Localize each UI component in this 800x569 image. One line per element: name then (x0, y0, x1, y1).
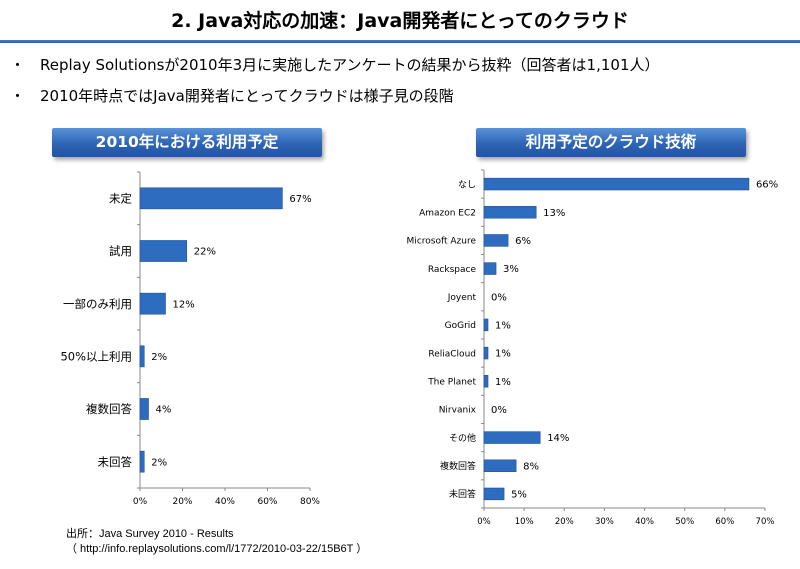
category-label: 複数回答 (440, 460, 476, 472)
x-tick-label: 30% (595, 517, 614, 527)
value-label: 13% (543, 208, 565, 219)
chart-usage-plan: 未定 67% 試用 22% 一部のみ利用 12% 50%以上利用 2% 複数回答 4% 未回答 2% 0… (60, 171, 320, 507)
category-label: 未回答 (449, 488, 476, 500)
value-label: 67% (289, 194, 311, 205)
chart-cloud-tech: なし 66% Amazon EC2 13% Microsoft Azure 6% Racks… (407, 169, 778, 527)
bar (139, 240, 188, 262)
value-label: 3% (503, 264, 519, 275)
value-label: 5% (511, 490, 527, 501)
category-label: Rackspace (428, 265, 477, 275)
category-label: Amazon EC2 (419, 208, 476, 218)
source-line-1: 出所：Java Survey 2010 - Results (66, 528, 234, 540)
value-label: 2% (151, 352, 167, 363)
category-label: 試用 (109, 244, 132, 258)
x-tick-label: 40% (635, 517, 654, 527)
category-label: Microsoft Azure (407, 237, 477, 247)
slide-title: 2. Java対応の加速：Java開発者にとってのクラウド (171, 10, 629, 32)
bar (483, 234, 509, 247)
value-label: 0% (491, 292, 507, 303)
category-label: 未定 (109, 191, 132, 205)
value-label: 0% (491, 405, 507, 416)
bullet-text-2: 2010年時点ではJava開発者にとってクラウドは様子見の段階 (40, 87, 454, 105)
bullet-marker: ・ (10, 87, 26, 105)
category-label: なし (458, 179, 476, 190)
bar (483, 487, 505, 501)
value-label: 6% (515, 236, 531, 247)
bar (483, 431, 541, 444)
x-tick-label: 60% (715, 517, 734, 527)
category-label: The Planet (427, 377, 476, 387)
value-label: 66% (756, 180, 778, 191)
source-note: 出所：Java Survey 2010 - Results （ http://i… (66, 527, 367, 557)
bar (483, 346, 489, 360)
category-label: Joyent (447, 293, 477, 303)
category-label: GoGrid (445, 321, 476, 331)
x-tick-label: 50% (675, 517, 694, 527)
value-label: 14% (547, 433, 569, 444)
x-tick-label: 40% (215, 497, 235, 507)
chart-title-usage-plan: 2010年における利用予定 (52, 128, 322, 157)
source-line-2: （ http://info.replaysolutions.com/l/1772… (66, 543, 368, 555)
bar (139, 187, 283, 210)
category-label: 一部のみ利用 (63, 297, 132, 311)
value-label: 1% (495, 321, 511, 332)
x-tick-label: 20% (172, 497, 192, 507)
value-label: 1% (495, 377, 511, 388)
category-label: 複数回答 (86, 402, 132, 416)
x-tick-label: 70% (756, 517, 775, 527)
x-tick-label: 0% (133, 497, 148, 507)
value-label: 8% (523, 461, 539, 472)
bullet-text-1: Replay Solutionsが2010年3月に実施したアンケートの結果から抜… (40, 56, 660, 74)
x-tick-label: 60% (257, 497, 277, 507)
bullet-item-1: ・ Replay Solutionsが2010年3月に実施したアンケートの結果から… (10, 54, 660, 76)
bar (483, 318, 489, 332)
x-tick-label: 10% (515, 517, 534, 527)
value-label: 2% (151, 457, 167, 468)
bar (483, 375, 489, 388)
category-label: 未回答 (98, 455, 133, 469)
bar (483, 262, 497, 275)
bar (483, 459, 517, 472)
bar (139, 398, 149, 420)
title-divider (0, 40, 800, 43)
bar (139, 345, 145, 368)
value-label: 4% (156, 405, 172, 416)
x-tick-label: 80% (300, 497, 320, 507)
category-label: Nirvanix (439, 406, 477, 416)
category-label: 50%以上利用 (60, 349, 132, 363)
bar (483, 177, 750, 191)
value-label: 1% (495, 349, 511, 360)
bar (139, 292, 166, 315)
bar (139, 450, 145, 473)
category-label: その他 (449, 432, 476, 444)
bar (483, 206, 537, 219)
x-tick-label: 20% (555, 517, 574, 527)
value-label: 22% (194, 247, 216, 258)
x-tick-label: 0% (477, 517, 491, 527)
value-label: 12% (173, 299, 195, 310)
chart-title-cloud-tech: 利用予定のクラウド技術 (476, 128, 746, 157)
category-label: ReliaCloud (428, 349, 476, 359)
bullet-marker: ・ (10, 56, 26, 74)
bullet-item-2: ・ 2010年時点ではJava開発者にとってクラウドは様子見の段階 (10, 85, 454, 107)
